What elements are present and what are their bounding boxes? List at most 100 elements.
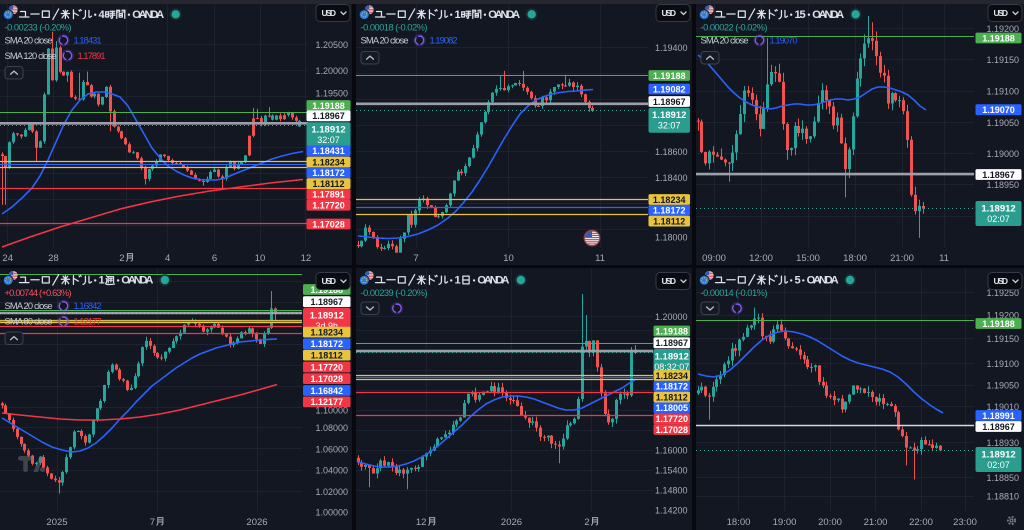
svg-text:12: 12 <box>301 253 312 264</box>
svg-text:1.06000: 1.06000 <box>315 444 348 454</box>
svg-text:32:07: 32:07 <box>658 121 681 131</box>
svg-text:1.18172: 1.18172 <box>312 168 345 178</box>
svg-text:OANDA: OANDA <box>121 275 153 287</box>
svg-text:1.17720: 1.17720 <box>311 362 344 372</box>
svg-text:10: 10 <box>503 253 514 264</box>
svg-text:10: 10 <box>255 253 266 264</box>
svg-text:1.18967: 1.18967 <box>656 338 689 348</box>
svg-text:1.18005: 1.18005 <box>656 403 689 413</box>
svg-text:1.16842: 1.16842 <box>311 386 344 396</box>
svg-text:OANDA: OANDA <box>488 9 520 21</box>
svg-text:1.17720: 1.17720 <box>312 201 345 211</box>
svg-text:6: 6 <box>212 253 217 264</box>
svg-text:1.17891: 1.17891 <box>312 190 345 200</box>
svg-text:1.14800: 1.14800 <box>655 486 688 496</box>
svg-text:1.18967: 1.18967 <box>312 111 345 121</box>
svg-text:USD: USD <box>994 276 1009 286</box>
svg-text:1.18234: 1.18234 <box>653 195 686 205</box>
svg-text:1.19188: 1.19188 <box>653 71 686 81</box>
svg-text:-0.00233 (-0.20%): -0.00233 (-0.20%) <box>5 23 72 33</box>
svg-text:1.19400: 1.19400 <box>655 43 688 53</box>
svg-text:1.18600: 1.18600 <box>655 147 688 157</box>
svg-text:1.18950: 1.18950 <box>986 180 1019 190</box>
svg-text:1: 1 <box>455 275 461 287</box>
svg-text:USD: USD <box>322 276 337 286</box>
svg-text:20:00: 20:00 <box>818 517 842 528</box>
svg-text:1.19000: 1.19000 <box>986 149 1019 159</box>
svg-text:32:07: 32:07 <box>317 135 340 145</box>
svg-text:4: 4 <box>165 253 170 264</box>
svg-text:5: 5 <box>795 275 801 287</box>
svg-text:1.18172: 1.18172 <box>656 382 689 392</box>
svg-text:SMA 20 close: SMA 20 close <box>5 301 53 311</box>
svg-text:1.18112: 1.18112 <box>312 179 344 189</box>
svg-text:1.18112: 1.18112 <box>653 216 685 226</box>
svg-text:USD: USD <box>994 8 1009 18</box>
svg-text:19:00: 19:00 <box>773 517 797 528</box>
svg-text:1.18912: 1.18912 <box>655 351 689 362</box>
svg-text:4: 4 <box>99 9 106 21</box>
svg-text:1.18850: 1.18850 <box>986 473 1019 483</box>
svg-text:1.19188: 1.19188 <box>982 33 1015 43</box>
svg-text:1.00000: 1.00000 <box>315 507 348 517</box>
svg-text:02:07: 02:07 <box>987 214 1010 224</box>
svg-text:1.18930: 1.18930 <box>986 438 1019 448</box>
svg-text:15:00: 15:00 <box>796 253 820 264</box>
svg-text:1.19150: 1.19150 <box>986 55 1019 65</box>
svg-text:USD: USD <box>322 8 337 18</box>
svg-text:09:00: 09:00 <box>702 253 726 264</box>
svg-text:1.19070: 1.19070 <box>770 36 798 46</box>
svg-text:1.19100: 1.19100 <box>986 359 1019 369</box>
svg-text:1.19050: 1.19050 <box>986 118 1019 128</box>
svg-text:18:00: 18:00 <box>843 253 867 264</box>
svg-text:1.18112: 1.18112 <box>311 350 343 360</box>
svg-text:1.17891: 1.17891 <box>78 51 106 61</box>
svg-text:+0.00744 (+0.63%): +0.00744 (+0.63%) <box>5 288 72 298</box>
svg-text:SMA 80 close: SMA 80 close <box>5 317 53 327</box>
svg-text:SMA 20 close: SMA 20 close <box>361 36 409 46</box>
svg-text:1.20000: 1.20000 <box>655 312 688 322</box>
svg-text:1.18234: 1.18234 <box>656 371 689 381</box>
svg-text:1.19010: 1.19010 <box>986 402 1019 412</box>
svg-text:1.18967: 1.18967 <box>982 422 1015 432</box>
svg-text:OANDA: OANDA <box>812 9 844 21</box>
svg-text:1.18991: 1.18991 <box>982 411 1015 421</box>
svg-text:SMA 20 close: SMA 20 close <box>5 36 53 46</box>
svg-text:1.19250: 1.19250 <box>986 288 1019 298</box>
svg-text:1.19188: 1.19188 <box>312 101 345 111</box>
svg-text:08:32:07: 08:32:07 <box>654 362 689 372</box>
svg-text:02:07: 02:07 <box>987 460 1010 470</box>
svg-text:1: 1 <box>99 275 105 287</box>
svg-text:1.20000: 1.20000 <box>315 66 348 76</box>
svg-text:1.18912: 1.18912 <box>310 310 344 321</box>
svg-text:1.18967: 1.18967 <box>982 170 1015 180</box>
svg-text:1.19188: 1.19188 <box>656 326 689 336</box>
svg-text:1.19200: 1.19200 <box>986 24 1019 34</box>
svg-text:7: 7 <box>413 253 418 264</box>
svg-text:22:00: 22:00 <box>909 517 933 528</box>
svg-text:1.18000: 1.18000 <box>655 233 688 243</box>
svg-text:1.18400: 1.18400 <box>655 173 688 183</box>
svg-text:1.19200: 1.19200 <box>986 311 1019 321</box>
svg-text:12:00: 12:00 <box>749 253 773 264</box>
svg-text:1.18172: 1.18172 <box>653 206 686 216</box>
svg-text:SMA 120 close: SMA 120 close <box>5 51 57 61</box>
svg-text:1.18112: 1.18112 <box>656 392 688 402</box>
svg-text:1.15400: 1.15400 <box>655 466 688 476</box>
svg-text:1.16000: 1.16000 <box>655 446 688 456</box>
svg-text:21:00: 21:00 <box>864 517 888 528</box>
svg-text:1.18234: 1.18234 <box>311 327 344 337</box>
svg-text:OANDA: OANDA <box>807 275 839 287</box>
svg-text:1.19500: 1.19500 <box>315 89 348 99</box>
svg-text:28: 28 <box>48 253 59 264</box>
svg-text:15: 15 <box>795 9 806 21</box>
svg-text:1.18967: 1.18967 <box>311 297 344 307</box>
svg-text:1.18912: 1.18912 <box>652 110 686 121</box>
svg-text:OANDA: OANDA <box>477 275 509 287</box>
svg-text:-0.00239 (-0.20%): -0.00239 (-0.20%) <box>361 288 428 298</box>
svg-text:1.18912: 1.18912 <box>981 449 1015 460</box>
svg-text:1.02000: 1.02000 <box>315 487 348 497</box>
svg-text:1: 1 <box>455 9 461 21</box>
svg-text:1.19050: 1.19050 <box>986 381 1019 391</box>
svg-text:2026: 2026 <box>246 517 267 528</box>
